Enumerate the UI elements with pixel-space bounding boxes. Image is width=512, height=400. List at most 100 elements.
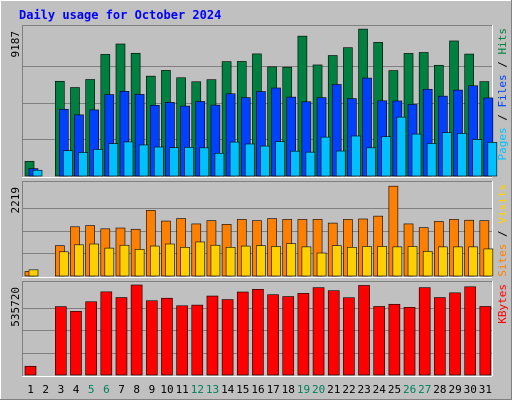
max-value-label: 535720: [9, 287, 22, 327]
bar-pages-day-16: [260, 145, 270, 177]
bar-kbytes-day-22: [343, 297, 355, 376]
series-legend: KBytes: [496, 284, 509, 324]
day-label-12: 12: [191, 383, 204, 396]
day-label-3: 3: [58, 383, 65, 396]
bar-pages-day-29: [457, 133, 467, 177]
bar-sites-day-23: [362, 246, 372, 277]
bar-kbytes-day-16: [252, 289, 264, 376]
bar-kbytes-day-30: [464, 286, 476, 376]
bar-kbytes-day-29: [449, 292, 461, 376]
bar-sites-day-11: [180, 246, 190, 277]
bar-pages-day-5: [93, 149, 103, 177]
bar-pages-day-4: [78, 152, 88, 177]
legend-entry: KBytes: [496, 284, 509, 324]
bar-kbytes-day-20: [312, 287, 325, 376]
bar-sites-day-16: [256, 245, 266, 277]
bar-kbytes-day-12: [191, 304, 204, 376]
day-label-26: 26: [403, 383, 416, 396]
day-label-19: 19: [297, 383, 310, 396]
day-label-28: 28: [433, 383, 446, 396]
bar-sites-day-20: [316, 252, 327, 277]
day-label-13: 13: [206, 383, 219, 396]
series-sites: [28, 241, 494, 277]
bar-pages-day-14: [229, 141, 240, 177]
bar-sites-day-3: [59, 251, 69, 277]
bar-pages-day-3: [63, 150, 73, 177]
legend-entry: /: [496, 55, 509, 75]
bar-kbytes-day-3: [55, 306, 67, 376]
day-label-10: 10: [160, 383, 173, 396]
bar-sites-day-5: [89, 243, 99, 277]
bar-sites-day-15: [240, 245, 251, 277]
bar-kbytes-day-31: [479, 306, 492, 376]
day-label-22: 22: [342, 383, 355, 396]
bar-sites-day-26: [407, 246, 418, 277]
bar-pages-day-9: [153, 146, 164, 177]
day-label-23: 23: [357, 383, 370, 396]
day-label-30: 30: [464, 383, 477, 396]
bar-sites-day-22: [347, 246, 357, 277]
legend-entry: /: [496, 108, 509, 128]
bar-sites-day-18: [286, 243, 297, 277]
bar-kbytes-day-23: [358, 285, 370, 376]
day-label-20: 20: [312, 383, 325, 396]
bar-sites-day-10: [165, 243, 175, 277]
bar-sites-day-8: [134, 249, 145, 277]
bar-sites-day-7: [119, 244, 130, 277]
bar-sites-day-19: [301, 246, 312, 277]
bar-pages-day-28: [442, 132, 452, 177]
day-label-29: 29: [448, 383, 461, 396]
bar-sites-day-4: [74, 244, 84, 277]
bar-pages-day-11: [184, 147, 194, 177]
legend-entry: Files: [496, 74, 509, 107]
bar-kbytes-day-25: [388, 303, 401, 376]
bar-pages-day-22: [351, 135, 361, 177]
bar-sites-day-21: [331, 245, 342, 277]
bar-pages-day-21: [335, 150, 346, 177]
bar-pages-day-7: [123, 141, 134, 177]
bar-sites-day-31: [483, 248, 494, 277]
bar-kbytes-day-11: [176, 305, 188, 376]
bar-pages-day-1: [32, 169, 43, 177]
bar-kbytes-day-17: [267, 294, 279, 376]
bar-kbytes-day-24: [373, 306, 386, 376]
day-label-2: 2: [42, 383, 49, 396]
bar-pages-day-15: [244, 143, 255, 177]
bar-kbytes-day-8: [130, 284, 143, 376]
bar-pages-day-24: [381, 136, 392, 177]
day-label-24: 24: [373, 383, 387, 396]
bar-sites-day-13: [210, 244, 221, 277]
max-value-label: 9187: [9, 31, 22, 58]
bar-pages-day-26: [411, 133, 422, 177]
bar-kbytes-day-13: [206, 295, 219, 376]
day-label-14: 14: [221, 383, 235, 396]
bar-sites-day-28: [438, 246, 448, 277]
bar-sites-day-17: [271, 246, 281, 277]
bar-pages-day-13: [214, 152, 225, 177]
day-label-21: 21: [327, 383, 340, 396]
day-label-1: 1: [27, 383, 34, 396]
bar-pages-day-8: [138, 144, 149, 177]
bar-kbytes-day-14: [221, 299, 234, 376]
bar-pages-day-31: [487, 142, 498, 177]
bar-kbytes-day-9: [145, 300, 158, 376]
day-label-11: 11: [176, 383, 189, 396]
bar-kbytes-day-4: [70, 311, 82, 376]
bar-sites-day-30: [468, 246, 478, 277]
bar-pages-day-23: [366, 147, 376, 177]
series-pages: [32, 116, 498, 177]
bar-pages-day-19: [305, 151, 316, 177]
day-label-25: 25: [388, 383, 401, 396]
bar-kbytes-day-5: [85, 301, 97, 376]
bar-kbytes-day-28: [434, 297, 446, 376]
series-legend: Sites / Visits: [496, 184, 509, 277]
bar-sites-day-12: [195, 241, 206, 277]
bar-pages-day-20: [320, 136, 331, 177]
day-label-7: 7: [118, 383, 125, 396]
legend-entry: Sites: [496, 244, 509, 277]
day-labels: 1 2 3 4 5 6 7 8 9 10 11 12 13 14 15 16 17 18 19 20 21 22 23 24 2…: [27, 383, 492, 396]
day-label-4: 4: [73, 383, 80, 396]
bar-pages-day-25: [396, 116, 407, 177]
